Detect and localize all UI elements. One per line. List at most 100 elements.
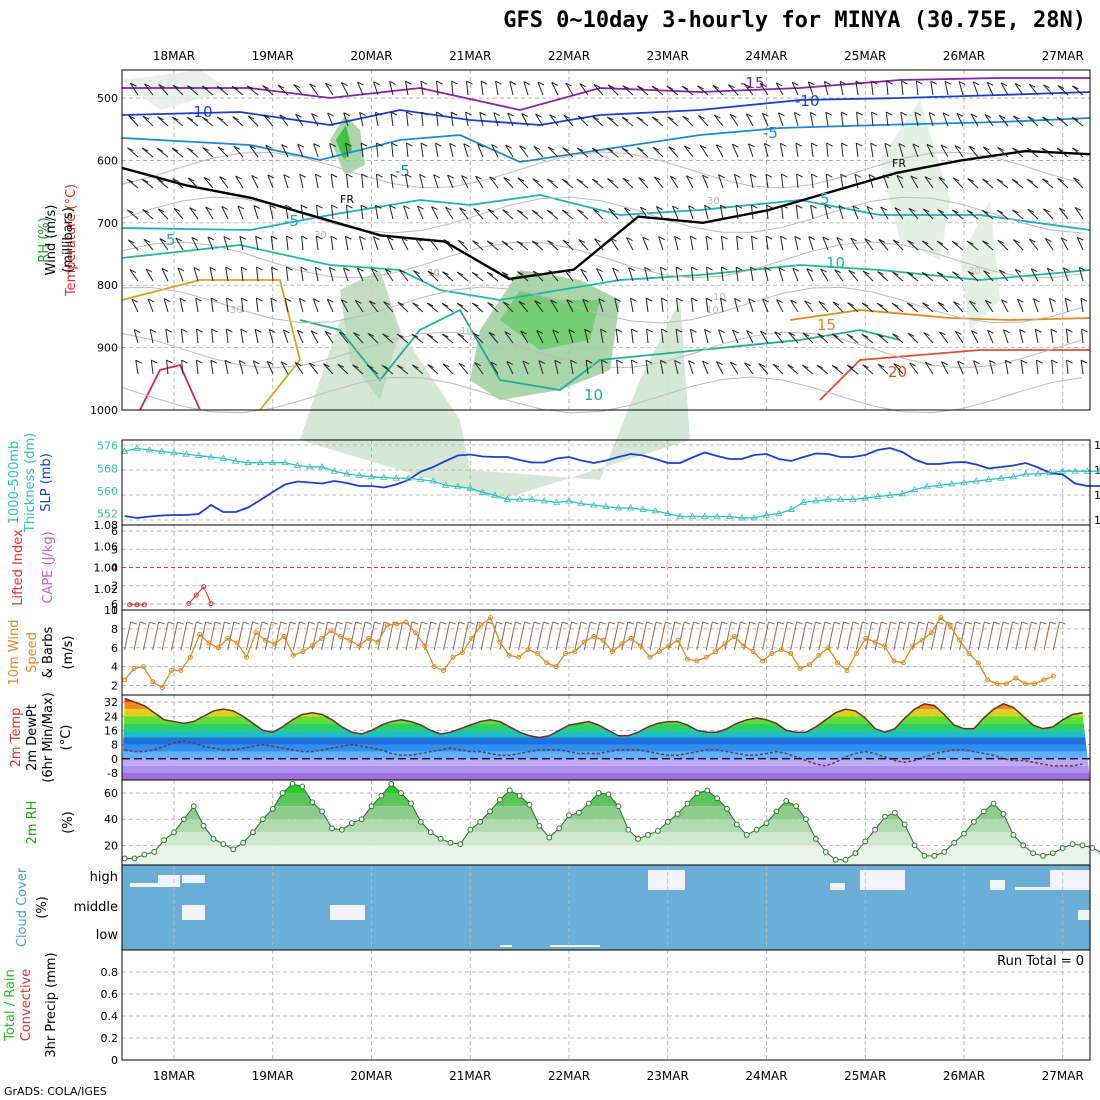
- wind-barb: [807, 81, 814, 96]
- wind-barb-10m: [189, 621, 197, 651]
- wind-barb-flag: [838, 205, 846, 210]
- wind-barb: [311, 113, 319, 127]
- rh-point: [368, 803, 375, 810]
- wind-barb-flag: [417, 205, 424, 210]
- wind-barb: [856, 112, 859, 127]
- wind-barb: [535, 113, 544, 127]
- wind-barb-flag: [916, 80, 923, 85]
- wind-barb: [142, 209, 154, 220]
- y-tick-label: 1025: [1094, 439, 1100, 452]
- wind-barb-10m: [236, 621, 244, 651]
- wind-barb-flag: [966, 240, 974, 245]
- wind-barb-10m-flag: [233, 621, 240, 625]
- wind-barb: [203, 177, 214, 189]
- wind-barb-10m: [977, 621, 985, 651]
- y-tick-label: 16: [104, 724, 118, 737]
- wind-speed-point: [1022, 681, 1028, 687]
- wind-barb-10m: [480, 621, 488, 651]
- wind-barb: [854, 174, 859, 189]
- wind-barb: [751, 236, 754, 251]
- wind-barb-10m-flag: [655, 621, 663, 625]
- wind-barb: [465, 112, 469, 127]
- wind-barb-flag: [621, 147, 629, 152]
- date-label-top: 22MAR: [548, 49, 590, 63]
- thickness-marker: [910, 485, 919, 492]
- wind-barb-flag: [473, 208, 480, 212]
- thickness-marker: [269, 458, 277, 466]
- wind-barb-flag: [746, 113, 753, 118]
- wind-barb: [442, 271, 454, 282]
- wind-barb: [570, 360, 574, 375]
- wind-barb-flag: [675, 266, 683, 271]
- wind-barb: [256, 267, 259, 282]
- wind-barb-flag: [568, 329, 576, 334]
- wind-barb: [705, 298, 709, 313]
- wind-barb-flag: [795, 142, 803, 147]
- wind-barb-10m: [1024, 621, 1032, 651]
- thickness-marker: [873, 492, 882, 500]
- axis-label-p8: Total / Rain: [3, 969, 18, 1042]
- wind-barb-flag: [906, 271, 914, 276]
- wind-barb: [270, 298, 274, 313]
- rh-point: [783, 798, 790, 804]
- cloud-gap: [182, 905, 205, 920]
- wind-barb-flag: [660, 266, 667, 271]
- cloud-gap: [330, 905, 365, 920]
- thickness-marker: [627, 504, 635, 511]
- contour-value-label: 20: [888, 363, 907, 381]
- wind-barb: [1028, 238, 1039, 251]
- wind-barb: [850, 237, 859, 251]
- wind-barb: [171, 116, 184, 127]
- wind-barb: [984, 300, 994, 313]
- wind-barb-10m: [808, 621, 816, 651]
- wind-barb: [1080, 298, 1084, 313]
- wind-barb-flag: [702, 360, 709, 365]
- wind-barb: [316, 205, 319, 220]
- wind-barb-flag: [205, 206, 212, 211]
- wind-barb-10m-flag: [505, 621, 513, 625]
- wind-barb: [749, 174, 754, 189]
- wind-barb: [669, 175, 679, 189]
- wind-barb: [1056, 147, 1069, 158]
- wind-barb-flag: [810, 204, 817, 209]
- y-tick-label: 3: [111, 580, 118, 593]
- wind-barb: [607, 178, 619, 189]
- wind-barb-flag: [487, 208, 495, 213]
- wind-barb: [750, 205, 754, 220]
- wind-barb-flag: [551, 82, 558, 86]
- wind-barb: [585, 360, 589, 375]
- wind-barb-flag: [311, 113, 318, 118]
- wind-barb-flag: [570, 359, 577, 364]
- wind-barb: [841, 143, 844, 158]
- wind-barb: [312, 298, 319, 313]
- wind-barb-flag: [532, 270, 540, 275]
- wind-barb-10m: [902, 621, 910, 651]
- wind-barb: [374, 205, 379, 220]
- wind-barb: [1078, 267, 1084, 282]
- wind-barb: [788, 332, 799, 344]
- wind-speed-point: [957, 637, 963, 643]
- wind-barb: [435, 112, 439, 127]
- wind-barb-flag: [376, 173, 383, 178]
- wind-barb-flag: [390, 111, 398, 116]
- wind-barb-10m-flag: [852, 621, 860, 625]
- wind-barb-flag: [612, 267, 619, 272]
- wind-barb: [554, 360, 559, 375]
- wind-barb-flag: [196, 328, 203, 333]
- wind-barb-flag: [325, 82, 332, 87]
- wind-barb-flag: [534, 300, 541, 305]
- wind-barb-flag: [584, 328, 592, 333]
- wind-barb-flag: [750, 173, 757, 178]
- wind-barb-flag: [661, 297, 668, 302]
- wind-barb: [615, 329, 619, 344]
- wind-barb-10m-flag: [871, 621, 878, 625]
- cloud-gap: [1050, 870, 1090, 890]
- rh-band: [124, 806, 1090, 820]
- wind-barb-10m: [433, 621, 441, 651]
- contour-value-label: 10: [584, 386, 603, 404]
- wind-barb-flag: [165, 328, 172, 333]
- wind-barb-flag: [720, 297, 727, 302]
- wind-barb: [921, 240, 934, 251]
- wind-barb-flag: [776, 299, 783, 303]
